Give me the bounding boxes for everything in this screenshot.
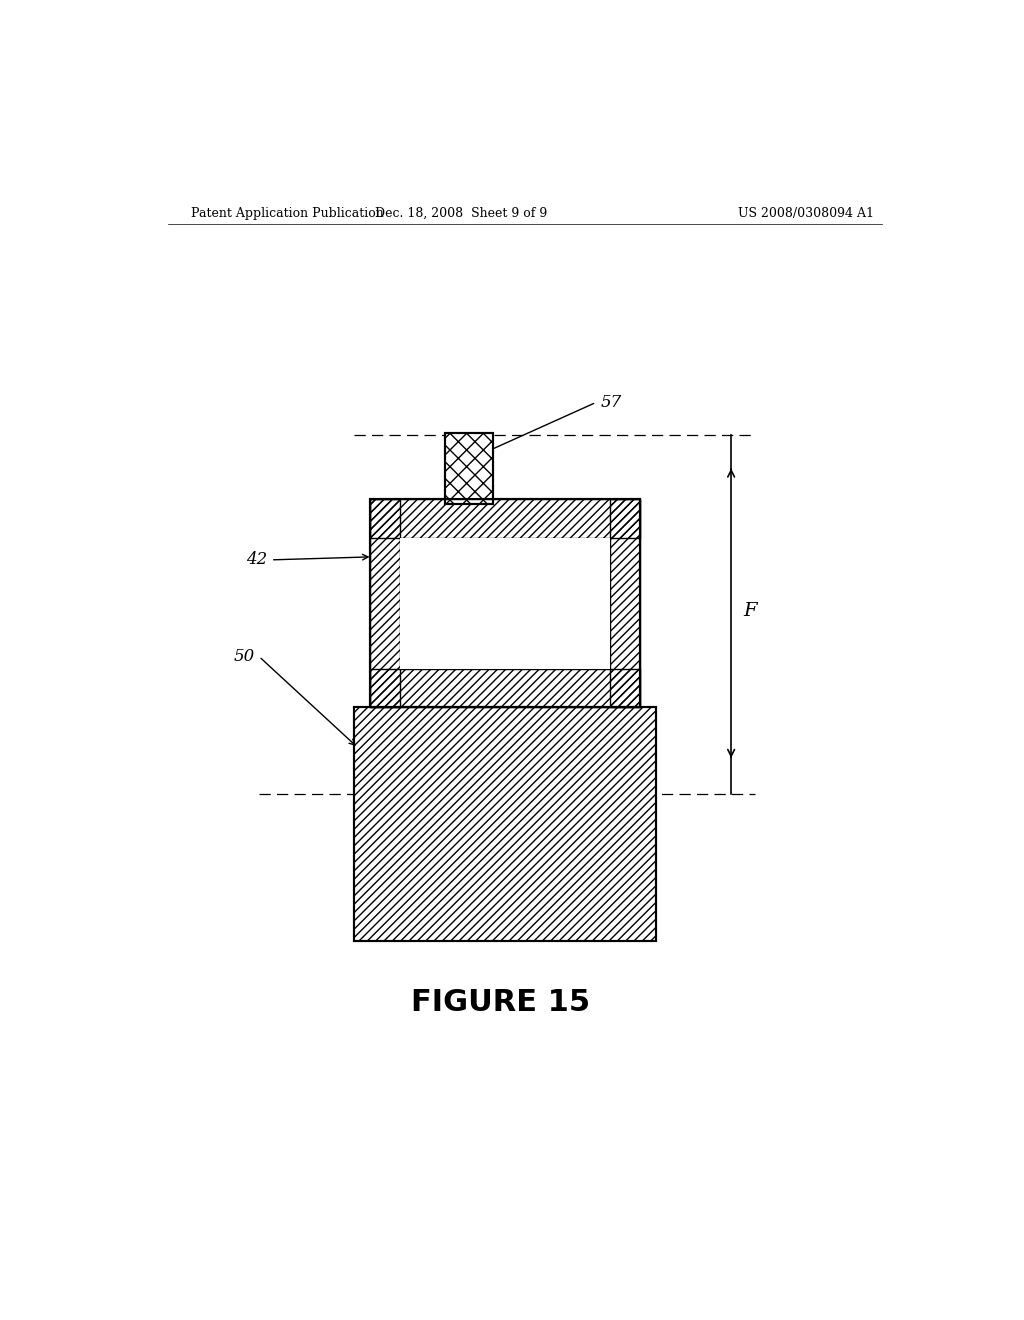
- Bar: [445, 433, 494, 504]
- Bar: [370, 669, 640, 708]
- Bar: [400, 537, 609, 669]
- Text: Dec. 18, 2008  Sheet 9 of 9: Dec. 18, 2008 Sheet 9 of 9: [375, 207, 548, 220]
- Bar: [354, 708, 655, 941]
- Bar: [445, 433, 494, 504]
- Bar: [370, 499, 400, 708]
- Bar: [370, 499, 640, 708]
- Text: FIGURE 15: FIGURE 15: [412, 987, 591, 1016]
- Text: 50: 50: [233, 648, 255, 665]
- Bar: [354, 708, 655, 941]
- Text: Patent Application Publication: Patent Application Publication: [191, 207, 384, 220]
- Text: 42: 42: [246, 552, 267, 569]
- Bar: [609, 499, 640, 708]
- Bar: [370, 499, 640, 708]
- Bar: [370, 499, 640, 537]
- Text: US 2008/0308094 A1: US 2008/0308094 A1: [738, 207, 873, 220]
- Text: 57: 57: [600, 393, 622, 411]
- Bar: [370, 499, 640, 537]
- Text: F: F: [743, 602, 757, 619]
- Bar: [609, 499, 640, 708]
- Bar: [354, 708, 655, 941]
- Bar: [445, 433, 494, 504]
- Bar: [370, 499, 400, 708]
- Bar: [370, 669, 640, 708]
